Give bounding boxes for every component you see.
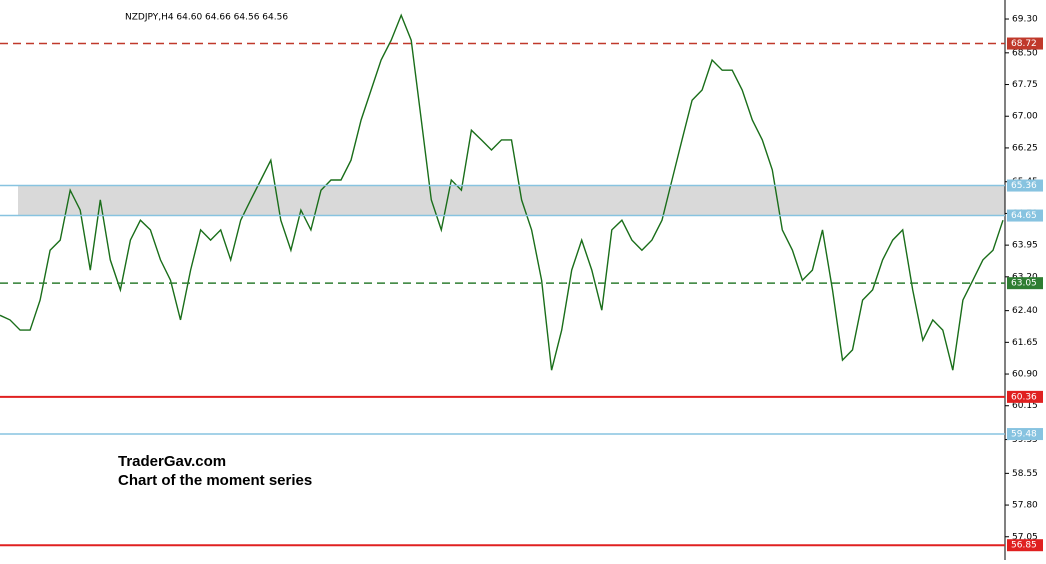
level-label: 64.65 — [1011, 211, 1037, 221]
level-label-bg — [1007, 428, 1043, 441]
annotation: TraderGav.com — [118, 453, 226, 470]
price-line — [0, 13, 1004, 371]
y-tick-label: 57.05 — [1012, 532, 1038, 542]
y-tick-label: 66.25 — [1012, 143, 1038, 153]
y-tick-label: 62.40 — [1012, 306, 1038, 316]
y-tick-label: 68.50 — [1012, 48, 1038, 58]
level-label-bg — [1007, 37, 1043, 50]
zone — [18, 185, 1005, 216]
level-label: 56.85 — [1011, 541, 1037, 551]
y-tick-label: 58.55 — [1012, 469, 1038, 479]
level-label-bg — [1007, 277, 1043, 290]
y-tick-label: 69.30 — [1012, 15, 1038, 25]
y-tick-label: 67.75 — [1012, 80, 1038, 90]
y-tick-label: 57.80 — [1012, 501, 1038, 511]
symbol-header: NZDJPY,H4 64.60 64.66 64.56 64.56 — [125, 13, 288, 23]
level-label-bg — [1007, 209, 1043, 222]
y-tick-label: 60.90 — [1012, 370, 1038, 380]
annotation: Chart of the moment series — [118, 472, 312, 489]
y-tick-label: 61.65 — [1012, 338, 1038, 348]
level-label: 63.05 — [1011, 279, 1037, 289]
y-tick-label: 60.15 — [1012, 401, 1038, 411]
level-label: 60.36 — [1011, 392, 1037, 402]
level-label: 59.48 — [1011, 430, 1037, 440]
y-tick-label: 63.95 — [1012, 241, 1038, 251]
level-label-bg — [1007, 179, 1043, 192]
level-label-bg — [1007, 539, 1043, 552]
level-label: 65.36 — [1011, 181, 1037, 191]
level-label: 68.72 — [1011, 39, 1037, 49]
y-tick-label: 67.00 — [1012, 112, 1038, 122]
level-label-bg — [1007, 390, 1043, 403]
